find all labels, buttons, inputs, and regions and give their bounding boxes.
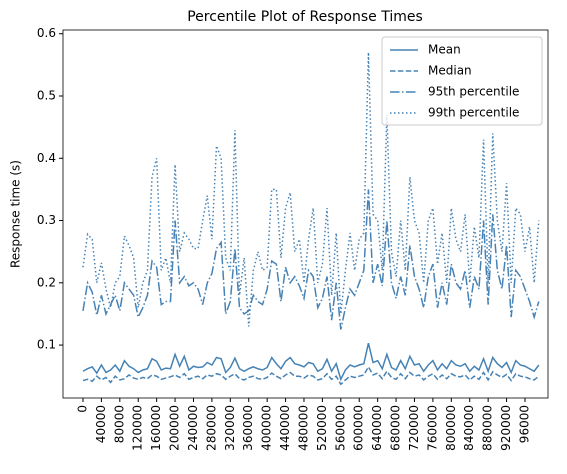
legend-label: 99th percentile: [428, 106, 519, 120]
x-tick-label: 520000: [315, 405, 329, 451]
legend-label: Median: [428, 64, 472, 78]
x-tick-label: 640000: [370, 405, 384, 451]
plot-frame: [62, 29, 549, 399]
x-tick-label: 760000: [425, 405, 439, 451]
x-tick-label: 80000: [112, 405, 126, 443]
x-tick-label: 360000: [241, 405, 255, 451]
y-tick-label: 0.6: [37, 26, 56, 40]
x-tick-label: 560000: [333, 405, 347, 451]
x-tick-label: 40000: [94, 405, 108, 443]
legend-label: 95th percentile: [428, 85, 519, 99]
x-tick-label: 96000: [517, 405, 531, 443]
series-line: [82, 52, 540, 327]
legend-box: [381, 36, 543, 126]
x-tick-label: 600000: [352, 405, 366, 451]
x-tick-label: 320000: [223, 405, 237, 451]
x-tick-label: 840000: [462, 405, 476, 451]
x-tick-label: 920000: [499, 405, 513, 451]
x-tick-label: 880000: [481, 405, 495, 451]
x-tick-label: 0: [75, 405, 89, 413]
x-tick-label: 280000: [204, 405, 218, 451]
y-tick-label: 0.1: [37, 338, 56, 352]
y-tick-label: 0.4: [37, 151, 56, 165]
y-tick-label: 0.5: [37, 89, 56, 103]
x-tick-label: 720000: [407, 405, 421, 451]
x-tick-label: 440000: [278, 405, 292, 451]
x-tick-label: 240000: [186, 405, 200, 451]
legend-label: Mean: [428, 43, 461, 57]
chart-title: Percentile Plot of Response Times: [187, 9, 423, 25]
y-tick-label: 0.3: [37, 213, 56, 227]
x-tick-label: 120000: [131, 405, 145, 451]
x-tick-label: 400000: [260, 405, 274, 451]
series-line: [82, 189, 540, 330]
series-line: [82, 365, 540, 386]
x-tick-label: 680000: [389, 405, 403, 451]
series-line: [82, 343, 540, 382]
y-axis-label: Response time (s): [9, 160, 23, 268]
x-tick-label: 480000: [296, 405, 310, 451]
x-tick-label: 200000: [168, 405, 182, 451]
x-tick-label: 160000: [149, 405, 163, 451]
x-tick-label: 800000: [444, 405, 458, 451]
y-tick-label: 0.2: [37, 275, 56, 289]
